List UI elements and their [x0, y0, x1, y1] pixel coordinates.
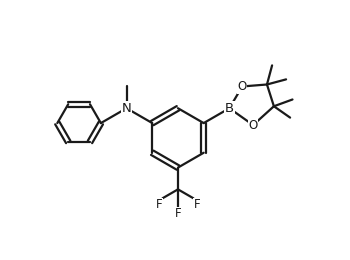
Text: F: F [194, 198, 200, 211]
Text: O: O [238, 80, 247, 93]
Text: F: F [156, 198, 162, 211]
Text: F: F [175, 207, 181, 220]
Text: B: B [225, 102, 234, 115]
Text: N: N [122, 102, 132, 115]
Text: O: O [248, 119, 258, 132]
